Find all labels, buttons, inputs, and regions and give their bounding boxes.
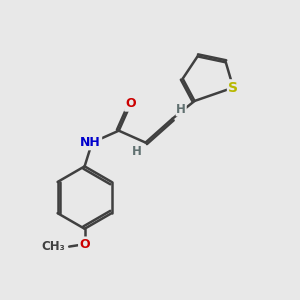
Text: O: O: [125, 98, 136, 110]
Text: S: S: [228, 81, 238, 94]
Text: CH₃: CH₃: [42, 240, 66, 253]
Text: NH: NH: [80, 136, 101, 149]
Text: H: H: [176, 103, 186, 116]
Text: H: H: [132, 145, 142, 158]
Text: O: O: [79, 238, 90, 251]
